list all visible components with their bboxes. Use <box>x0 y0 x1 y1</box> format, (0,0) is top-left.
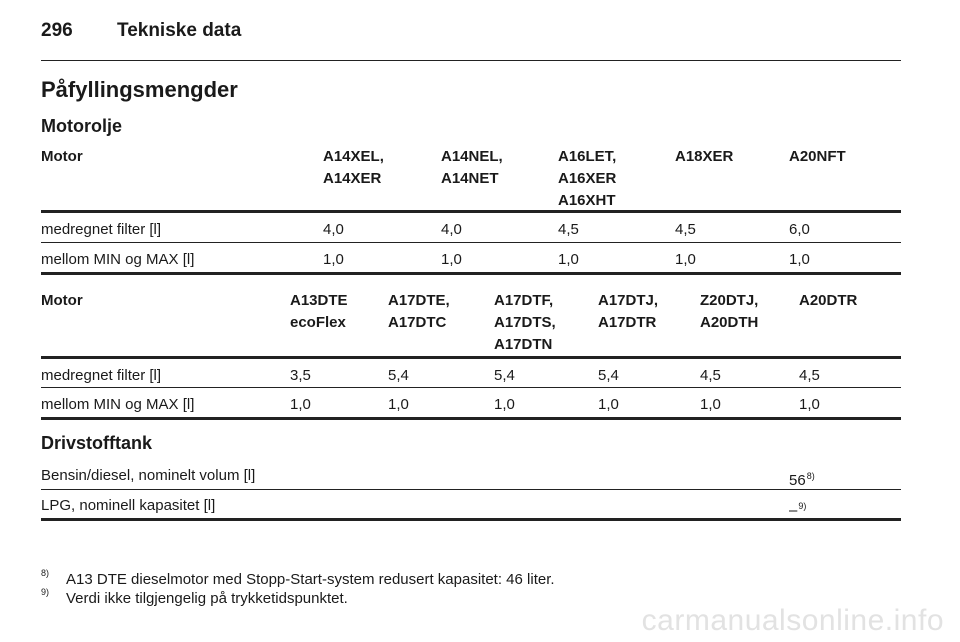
table-rule <box>41 272 901 275</box>
chapter-title: Tekniske data <box>117 20 242 41</box>
table-row-label: medregnet filter [l] <box>41 367 162 384</box>
table2-col-header: Z20DTJ, A20DTH <box>700 292 759 331</box>
header-rule <box>41 60 901 61</box>
watermark: carmanualsonline.info <box>641 604 944 637</box>
table-cell: 1,0 <box>558 251 579 268</box>
table-cell: 4,5 <box>799 367 820 384</box>
table-rule <box>41 356 901 359</box>
table-rule <box>41 417 901 420</box>
table-cell: 5,4 <box>494 367 515 384</box>
table-cell: 5,4 <box>388 367 409 384</box>
subsection-title-oil: Motorolje <box>41 116 122 136</box>
footnote-text: Verdi ikke tilgjengelig på trykketidspun… <box>66 590 348 607</box>
table-cell: 1,0 <box>799 396 820 413</box>
table-rule <box>41 242 901 243</box>
table2-col-header: A17DTJ, A17DTR <box>598 292 659 331</box>
footnote-ref: 9) <box>798 501 807 511</box>
table1-motor-header: Motor <box>41 148 83 165</box>
footnote-ref: 8) <box>806 471 815 481</box>
footnote-mark: 8) <box>41 568 50 578</box>
table1-col-header: A20NFT <box>789 148 846 165</box>
table-row-label: LPG, nominell kapasitet [l] <box>41 497 216 514</box>
table-cell: 4,0 <box>441 221 462 238</box>
footnote-mark: 9) <box>41 587 50 597</box>
table2-motor-header: Motor <box>41 292 83 309</box>
table-row-label: medregnet filter [l] <box>41 221 162 238</box>
table-cell: 1,0 <box>441 251 462 268</box>
table-cell: 1,0 <box>675 251 696 268</box>
table1-col-header: A16LET, A16XER A16XHT <box>558 148 617 209</box>
section-title: Påfyllingsmengder <box>41 77 238 102</box>
table-rule <box>41 210 901 213</box>
page-number: 296 <box>41 20 73 41</box>
table-cell: 1,0 <box>598 396 619 413</box>
table2-col-header: A17DTE, A17DTC <box>388 292 450 331</box>
table2-col-header: A13DTE ecoFlex <box>290 292 348 331</box>
table-cell: 5,4 <box>598 367 619 384</box>
table2-col-header: A17DTF, A17DTS, A17DTN <box>494 292 556 353</box>
table-cell: 568) <box>789 471 815 489</box>
table-cell: 1,0 <box>700 396 721 413</box>
table-cell: 6,0 <box>789 221 810 238</box>
table-row-label: mellom MIN og MAX [l] <box>41 251 195 268</box>
table-row-label: mellom MIN og MAX [l] <box>41 396 195 413</box>
table1-col-header: A14NEL, A14NET <box>441 148 503 187</box>
table-cell: 1,0 <box>494 396 515 413</box>
table-cell: –9) <box>789 501 807 519</box>
table1-col-header: A18XER <box>675 148 734 165</box>
table-row-label: Bensin/diesel, nominelt volum [l] <box>41 467 256 484</box>
footnote-text: A13 DTE dieselmotor med Stopp-Start-syst… <box>66 571 555 588</box>
table-cell: 1,0 <box>323 251 344 268</box>
table-cell: 4,5 <box>700 367 721 384</box>
table-cell: 4,5 <box>558 221 579 238</box>
table-rule <box>41 489 901 490</box>
table1-col-header: A14XEL, A14XER <box>323 148 384 187</box>
table-rule <box>41 518 901 521</box>
table-rule <box>41 387 901 388</box>
table-cell: 1,0 <box>388 396 409 413</box>
table-cell: 1,0 <box>789 251 810 268</box>
table-cell: 1,0 <box>290 396 311 413</box>
table-cell: 4,0 <box>323 221 344 238</box>
subsection-title-fuel: Drivstofftank <box>41 433 153 453</box>
table-cell: 3,5 <box>290 367 311 384</box>
table-cell: 4,5 <box>675 221 696 238</box>
table2-col-header: A20DTR <box>799 292 858 309</box>
